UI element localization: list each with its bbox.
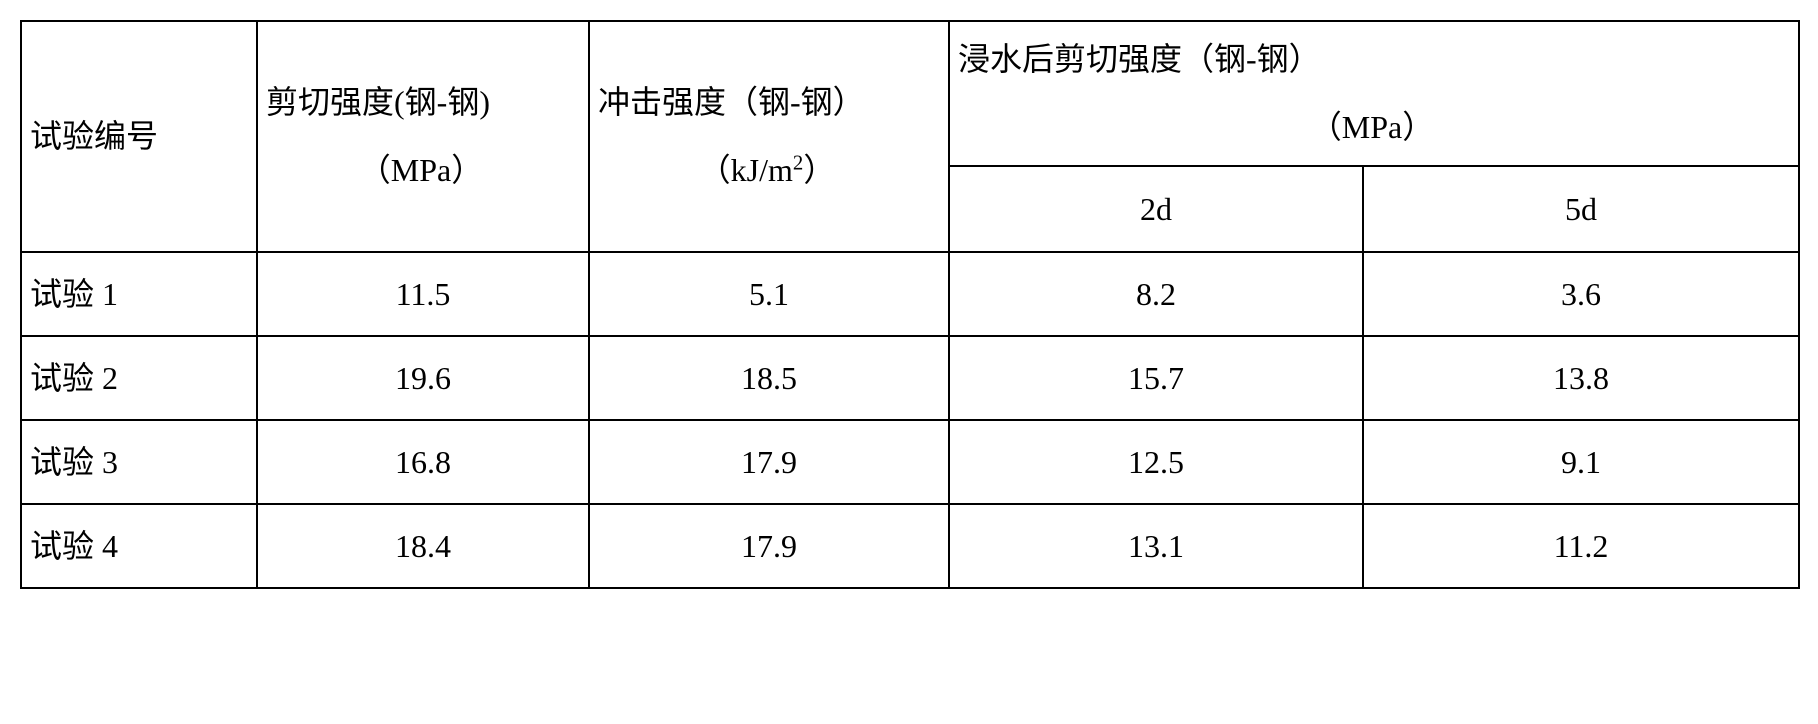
table-row: 试验 4 18.4 17.9 13.1 11.2 — [21, 504, 1799, 588]
table-row: 试验 2 19.6 18.5 15.7 13.8 — [21, 336, 1799, 420]
table-row: 试验 1 11.5 5.1 8.2 3.6 — [21, 252, 1799, 336]
cell-impact: 18.5 — [589, 336, 949, 420]
cell-impact: 5.1 — [589, 252, 949, 336]
header-wet-shear-line2: （MPa） — [958, 108, 1786, 146]
cell-shear: 18.4 — [257, 504, 589, 588]
header-shear-line1: 剪切强度(钢-钢) — [266, 84, 490, 120]
cell-shear: 11.5 — [257, 252, 589, 336]
cell-2d: 15.7 — [949, 336, 1363, 420]
header-shear-line2: （MPa） — [266, 151, 576, 189]
cell-5d: 3.6 — [1363, 252, 1799, 336]
row-label: 试验 2 — [21, 336, 257, 420]
header-impact-line2: （kJ/m2） — [598, 151, 936, 189]
cell-5d: 13.8 — [1363, 336, 1799, 420]
cell-impact: 17.9 — [589, 504, 949, 588]
cell-2d: 13.1 — [949, 504, 1363, 588]
header-wet-shear-line1: 浸水后剪切强度（钢-钢） — [958, 41, 1321, 77]
row-label: 试验 3 — [21, 420, 257, 504]
header-test-no: 试验编号 — [21, 21, 257, 252]
header-sub-5d: 5d — [1363, 166, 1799, 252]
header-wet-shear: 浸水后剪切强度（钢-钢） （MPa） — [949, 21, 1799, 166]
row-label: 试验 1 — [21, 252, 257, 336]
header-row-1: 试验编号 剪切强度(钢-钢) （MPa） 冲击强度（钢-钢） （kJ/m2） 浸… — [21, 21, 1799, 166]
cell-5d: 11.2 — [1363, 504, 1799, 588]
cell-shear: 19.6 — [257, 336, 589, 420]
header-shear: 剪切强度(钢-钢) （MPa） — [257, 21, 589, 252]
data-table: 试验编号 剪切强度(钢-钢) （MPa） 冲击强度（钢-钢） （kJ/m2） 浸… — [20, 20, 1800, 589]
cell-2d: 8.2 — [949, 252, 1363, 336]
cell-shear: 16.8 — [257, 420, 589, 504]
header-impact-line1: 冲击强度（钢-钢） — [598, 84, 865, 120]
header-test-no-text: 试验编号 — [30, 118, 158, 154]
header-impact: 冲击强度（钢-钢） （kJ/m2） — [589, 21, 949, 252]
cell-5d: 9.1 — [1363, 420, 1799, 504]
table-row: 试验 3 16.8 17.9 12.5 9.1 — [21, 420, 1799, 504]
row-label: 试验 4 — [21, 504, 257, 588]
cell-impact: 17.9 — [589, 420, 949, 504]
cell-2d: 12.5 — [949, 420, 1363, 504]
header-sub-2d: 2d — [949, 166, 1363, 252]
